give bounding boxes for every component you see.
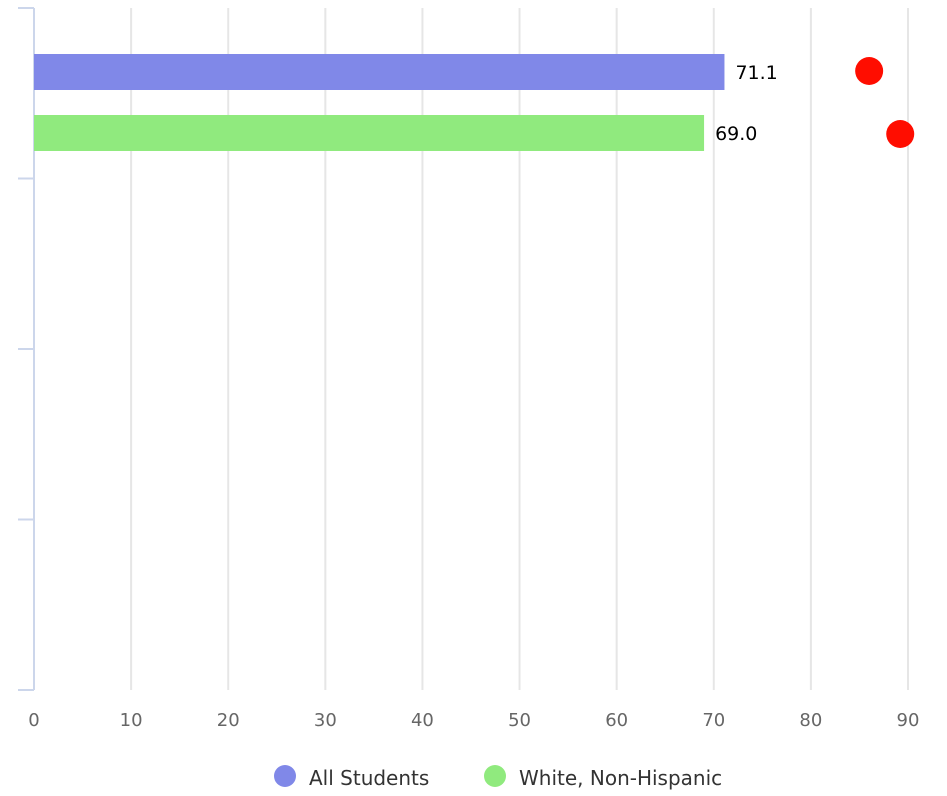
x-tick-labels: 0 10 20 30 40 50 60 70 80 90 — [28, 710, 919, 731]
x-tick-label: 80 — [799, 710, 822, 731]
bars — [34, 54, 725, 151]
target-markers — [855, 57, 915, 148]
data-labels: 71.1 69.0 — [715, 62, 778, 145]
bar — [34, 54, 725, 90]
legend: All Students White, Non-Hispanic — [274, 765, 722, 790]
x-tick-label: 10 — [120, 710, 143, 731]
x-tick-label: 90 — [897, 710, 920, 731]
data-label: 71.1 — [735, 62, 777, 84]
x-tick-label: 40 — [411, 710, 434, 731]
x-tick-label: 50 — [508, 710, 531, 731]
x-tick-label: 70 — [702, 710, 725, 731]
legend-label: White, Non-Hispanic — [519, 766, 722, 790]
legend-marker — [274, 765, 296, 787]
bar — [34, 115, 705, 151]
axes — [18, 7, 35, 691]
x-tick-label: 0 — [28, 710, 39, 731]
x-tick-label: 20 — [217, 710, 240, 731]
target-marker — [855, 57, 884, 85]
x-tick-label: 60 — [605, 710, 628, 731]
x-tick-label: 30 — [314, 710, 337, 731]
legend-label: All Students — [309, 766, 429, 790]
data-label: 69.0 — [715, 123, 757, 145]
gridlines — [130, 8, 909, 690]
target-marker — [886, 120, 915, 148]
legend-marker — [484, 765, 506, 787]
